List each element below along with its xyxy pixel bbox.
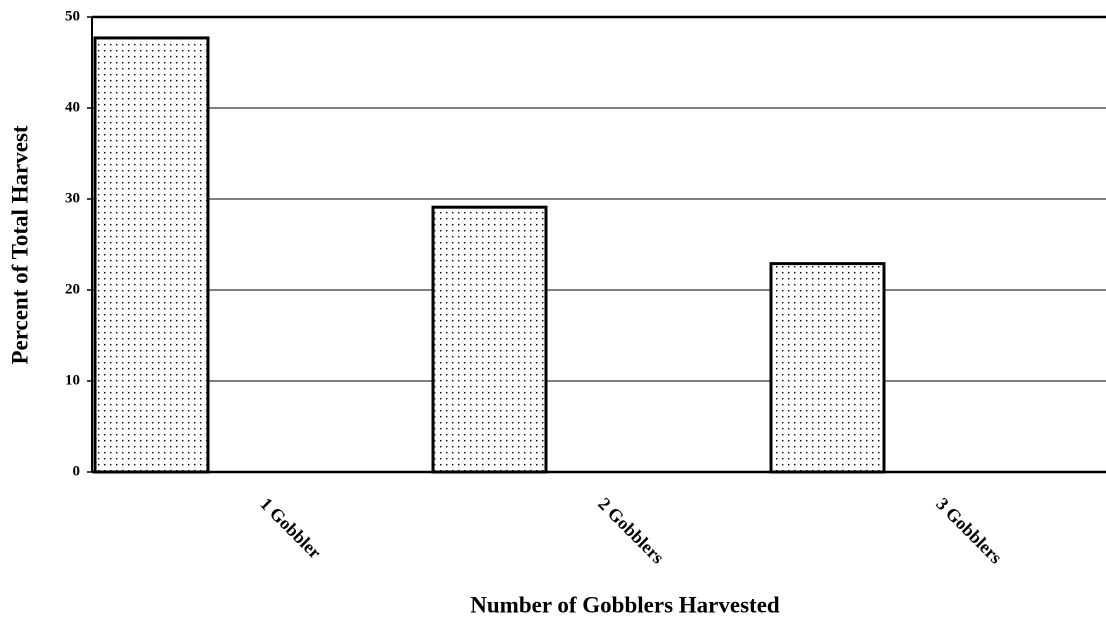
y-tick-label: 10 (65, 372, 80, 388)
x-tick-label: 3 Gobblers (932, 494, 1006, 568)
x-tick-label: 1 Gobbler (256, 494, 325, 563)
bar (93, 36, 210, 474)
y-tick-label: 30 (65, 190, 80, 206)
y-tick-label: 0 (73, 463, 81, 479)
x-axis-title: Number of Gobblers Harvested (470, 592, 780, 617)
y-tick-label: 40 (65, 99, 80, 115)
y-axis-title: Percent of Total Harvest (7, 125, 32, 364)
y-tick-label: 20 (65, 281, 80, 297)
y-tick-label: 50 (65, 8, 80, 24)
x-tick-label: 2 Gobblers (594, 494, 668, 568)
bar (769, 262, 886, 474)
bar (431, 205, 548, 474)
